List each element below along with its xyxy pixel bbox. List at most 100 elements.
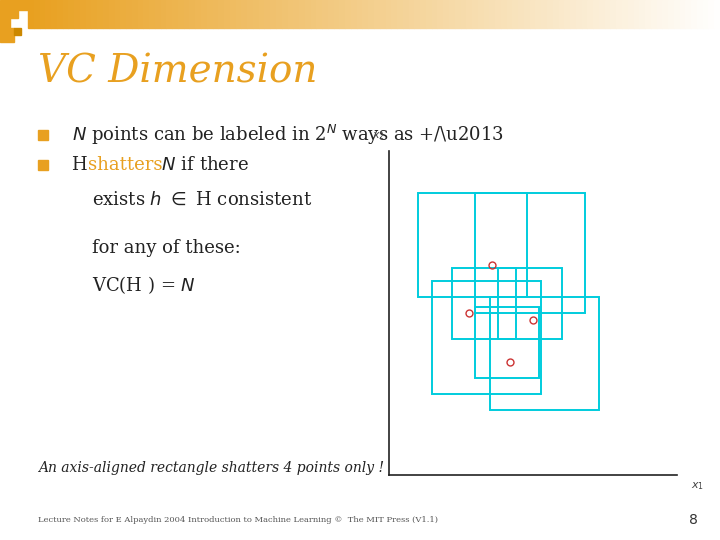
Bar [109,0,114,28]
Bar [276,0,282,28]
Bar [703,0,708,28]
Bar [714,0,720,28]
Bar [51,0,57,28]
Bar [138,0,143,28]
Text: $N$ points can be labeled in 2$^N$ ways as +/\u2013: $N$ points can be labeled in 2$^N$ ways … [72,123,504,147]
Bar [155,0,161,28]
Bar [14,28,21,35]
Text: Lecture Notes for E Alpaydin 2004 Introduction to Machine Learning ©  The MIT Pr: Lecture Notes for E Alpaydin 2004 Introd… [38,516,438,524]
Bar [507,0,513,28]
Bar [622,0,628,28]
Bar [0,0,18,18]
Bar [472,0,478,28]
Bar [518,0,524,28]
Bar [385,0,391,28]
Bar [452,268,516,339]
Bar [402,0,409,28]
Bar [114,0,120,28]
Bar [570,0,576,28]
Bar [362,0,368,28]
Bar [40,0,45,28]
Bar [668,0,674,28]
Bar [541,0,547,28]
Bar [374,0,379,28]
Bar [253,0,258,28]
Bar [195,0,201,28]
Bar [212,0,218,28]
Bar [691,0,697,28]
Bar [149,0,155,28]
Bar [299,0,305,28]
Bar [305,0,310,28]
Text: VC(H ) = $N$: VC(H ) = $N$ [92,274,196,296]
Bar [524,0,530,28]
Bar [38,160,48,170]
Bar [616,0,622,28]
Bar [68,0,74,28]
Bar [172,0,178,28]
Bar [501,0,507,28]
Bar [415,0,420,28]
Bar [530,0,536,28]
Bar [368,0,374,28]
Bar [461,0,467,28]
Bar [697,0,703,28]
Bar [120,0,126,28]
Bar [230,0,235,28]
Bar [420,0,426,28]
Bar [478,0,484,28]
Bar [490,297,599,410]
Bar [241,0,247,28]
Text: VC Dimension: VC Dimension [38,53,318,91]
Bar [63,0,68,28]
Bar [475,307,539,378]
Bar [224,0,230,28]
Bar [645,0,651,28]
Bar [634,0,639,28]
Bar [38,130,48,140]
Bar [564,0,570,28]
Text: for any of these:: for any of these: [92,239,240,257]
Bar [316,0,322,28]
Bar [409,0,415,28]
Bar [397,0,402,28]
Bar [680,0,685,28]
Bar [490,0,495,28]
Bar [86,0,91,28]
Bar [444,0,449,28]
Bar [513,0,518,28]
Bar [339,0,345,28]
Bar [270,0,276,28]
Text: $N$ if there: $N$ if there [156,156,249,174]
Bar [0,28,14,42]
Bar [91,0,97,28]
Bar [582,0,588,28]
Bar [345,0,351,28]
Bar [207,0,212,28]
Bar [438,0,444,28]
Bar [235,0,241,28]
Text: $x_1$: $x_1$ [691,480,704,492]
Bar [588,0,593,28]
Bar [161,0,166,28]
Bar [685,0,691,28]
Bar [143,0,149,28]
Bar [328,0,333,28]
Bar [391,0,397,28]
Text: An axis-aligned rectangle shatters 4 points only !: An axis-aligned rectangle shatters 4 poi… [38,461,384,475]
Bar [536,0,541,28]
Text: shatters: shatters [88,156,163,174]
Bar [132,0,138,28]
Bar [247,0,253,28]
Bar [322,0,328,28]
Bar [28,0,34,28]
Bar [166,0,172,28]
Bar [97,0,103,28]
Bar [264,0,270,28]
Bar [351,0,356,28]
Bar [662,0,668,28]
Bar [178,0,184,28]
Bar [293,0,299,28]
Bar [605,0,611,28]
Bar [74,0,80,28]
